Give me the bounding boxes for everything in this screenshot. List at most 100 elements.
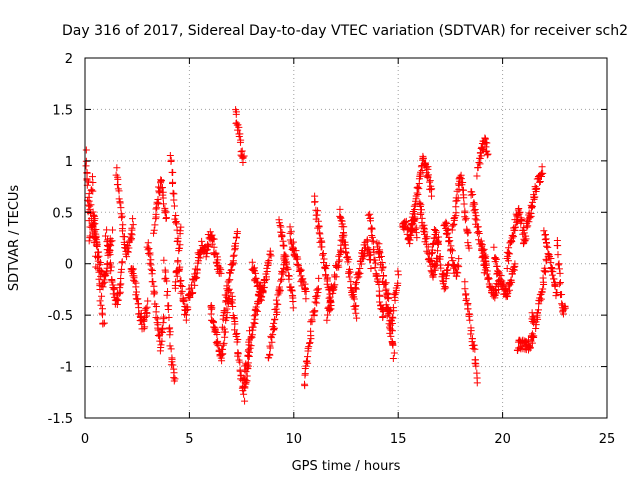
data-point [460, 200, 468, 208]
data-point [459, 179, 467, 187]
data-point [473, 229, 481, 237]
data-point [314, 217, 322, 225]
data-point [503, 264, 511, 272]
data-point [413, 184, 421, 192]
data-point [472, 362, 480, 370]
data-point [478, 241, 486, 249]
data-point [275, 219, 283, 227]
data-point [91, 220, 99, 228]
data-point [533, 185, 541, 193]
data-point [229, 302, 237, 310]
data-point [465, 244, 473, 252]
data-point [556, 280, 564, 288]
data-point [471, 200, 479, 208]
data-point [227, 289, 235, 297]
data-point [170, 196, 178, 204]
data-point [93, 241, 101, 249]
data-point [441, 220, 449, 228]
data-point [234, 335, 242, 343]
data-point [461, 216, 469, 224]
data-point [561, 304, 569, 312]
data-point [481, 251, 489, 259]
data-point [227, 266, 235, 274]
data-point [484, 150, 492, 158]
data-point [368, 225, 376, 233]
data-point [175, 265, 183, 273]
data-point [221, 333, 229, 341]
data-point [434, 247, 442, 255]
data-point [99, 311, 107, 319]
data-point [151, 289, 159, 297]
chart-title: Day 316 of 2017, Sidereal Day-to-day VTE… [62, 23, 628, 39]
data-point [405, 236, 413, 244]
data-point [114, 296, 122, 304]
data-point [311, 307, 319, 315]
data-point [163, 277, 171, 285]
data-point [177, 281, 185, 289]
data-point [540, 227, 548, 235]
data-point [118, 214, 126, 222]
data-point [483, 151, 491, 159]
data-point [152, 314, 160, 322]
data-point [323, 277, 331, 285]
data-point [526, 214, 534, 222]
data-point [313, 211, 321, 219]
data-point [377, 253, 385, 261]
data-point [144, 239, 152, 247]
data-point [258, 293, 266, 301]
data-point [86, 232, 94, 240]
x-tick-label: 25 [599, 432, 616, 447]
data-point [428, 250, 436, 258]
data-point [493, 289, 501, 297]
data-point [421, 228, 429, 236]
data-point [144, 297, 152, 305]
data-point [132, 291, 140, 299]
data-point [530, 332, 538, 340]
data-point [480, 245, 488, 253]
data-point [161, 209, 169, 217]
data-point [445, 233, 453, 241]
data-point [132, 279, 140, 287]
data-point [164, 287, 172, 295]
data-point [312, 292, 320, 300]
data-point [180, 297, 188, 305]
data-point [109, 226, 117, 234]
data-point [140, 325, 148, 333]
data-point [315, 274, 323, 282]
data-point [542, 239, 550, 247]
data-point [426, 178, 434, 186]
data-point [156, 187, 164, 195]
y-tick-label: -1 [60, 361, 73, 376]
data-point [234, 350, 242, 358]
data-point [416, 199, 424, 207]
data-point [268, 338, 276, 346]
data-point [270, 326, 278, 334]
data-point [101, 232, 109, 240]
data-point [427, 186, 435, 194]
data-point [417, 209, 425, 217]
data-point [189, 289, 197, 297]
data-point [170, 202, 178, 210]
data-point [345, 255, 353, 263]
data-point [356, 264, 364, 272]
data-point [504, 288, 512, 296]
data-point [473, 172, 481, 180]
data-point [533, 309, 541, 317]
data-point [500, 279, 508, 287]
data-point [147, 265, 155, 273]
data-point [484, 275, 492, 283]
data-point [497, 272, 505, 280]
data-point [211, 327, 219, 335]
data-point [447, 245, 455, 253]
data-point [158, 184, 166, 192]
data-point [95, 252, 103, 260]
data-point [116, 281, 124, 289]
data-point [118, 258, 126, 266]
data-point [337, 246, 345, 254]
data-point [465, 310, 473, 318]
data-point [345, 273, 353, 281]
y-axis-label: SDTVAR / TECUs [7, 185, 22, 292]
data-point [534, 306, 542, 314]
data-point [351, 302, 359, 310]
data-point [236, 367, 244, 375]
